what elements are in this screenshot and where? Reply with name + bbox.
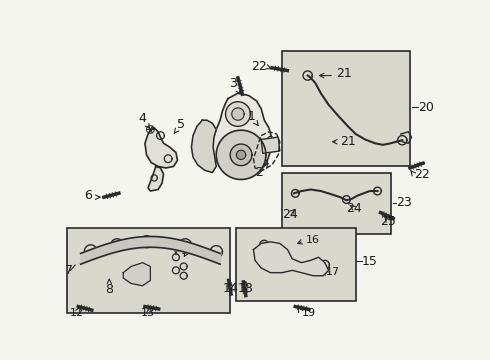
Text: 10: 10 xyxy=(128,269,142,279)
Polygon shape xyxy=(123,263,150,286)
Polygon shape xyxy=(253,242,329,276)
Text: 8: 8 xyxy=(105,279,113,296)
Text: 12: 12 xyxy=(70,308,84,318)
Polygon shape xyxy=(145,128,177,168)
Text: 25: 25 xyxy=(380,215,396,228)
Text: 3: 3 xyxy=(229,77,241,94)
Text: 15: 15 xyxy=(362,255,378,267)
Text: 17: 17 xyxy=(326,267,341,277)
Text: 2: 2 xyxy=(255,163,268,179)
Polygon shape xyxy=(212,93,272,178)
Text: 24: 24 xyxy=(346,202,362,215)
Text: 23: 23 xyxy=(396,196,412,209)
Text: 21: 21 xyxy=(340,135,356,148)
Text: 14: 14 xyxy=(222,282,238,294)
Polygon shape xyxy=(148,166,164,191)
Polygon shape xyxy=(261,137,280,153)
Text: 24: 24 xyxy=(282,208,298,221)
Text: 13: 13 xyxy=(141,308,155,318)
Polygon shape xyxy=(230,144,252,166)
Text: 20: 20 xyxy=(418,100,434,114)
Text: 7: 7 xyxy=(65,264,73,277)
Text: 21: 21 xyxy=(336,67,352,81)
Polygon shape xyxy=(225,102,250,126)
Polygon shape xyxy=(192,120,216,172)
Text: 5: 5 xyxy=(174,118,185,133)
Text: 19: 19 xyxy=(301,308,316,318)
Text: 18: 18 xyxy=(238,282,254,294)
Text: 22: 22 xyxy=(251,60,267,73)
Text: 22: 22 xyxy=(414,168,430,181)
Text: 16: 16 xyxy=(305,235,319,244)
Text: 6: 6 xyxy=(84,189,92,202)
Bar xyxy=(68,228,230,313)
Bar xyxy=(282,172,391,234)
Text: 11: 11 xyxy=(181,246,195,256)
Text: 4: 4 xyxy=(139,112,150,129)
Polygon shape xyxy=(236,150,245,159)
Polygon shape xyxy=(232,108,244,120)
Polygon shape xyxy=(216,130,266,180)
Text: 1: 1 xyxy=(247,110,258,126)
Bar xyxy=(282,51,410,166)
Text: 9: 9 xyxy=(172,241,180,254)
Bar xyxy=(236,228,356,301)
